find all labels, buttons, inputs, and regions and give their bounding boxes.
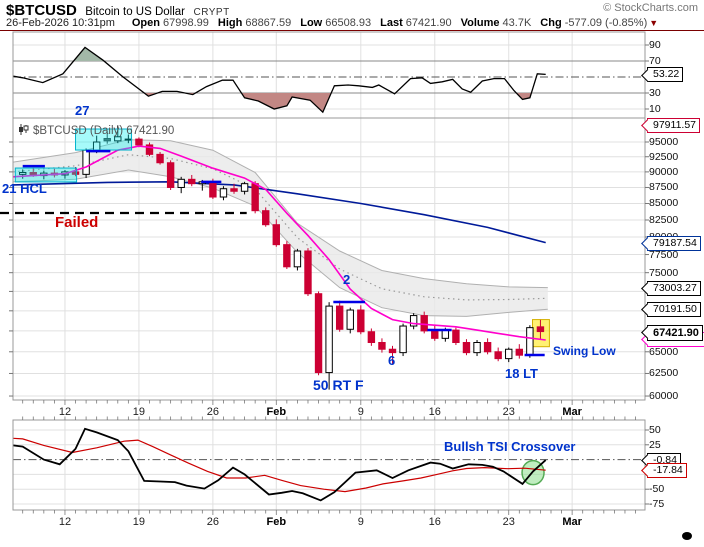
ticker-name: Bitcoin to US Dollar xyxy=(85,6,186,18)
candle-body xyxy=(240,183,249,192)
tsi-panel-border xyxy=(12,419,646,511)
quote-field-label: Low xyxy=(300,17,323,29)
candle-body xyxy=(526,327,534,356)
candle-body xyxy=(431,330,439,339)
cyan-highlight-box xyxy=(75,128,133,151)
quote-field-value: 68867.59 xyxy=(245,17,292,29)
candle-body xyxy=(82,149,90,175)
candle-body xyxy=(325,305,333,374)
watermark-dot xyxy=(682,532,692,540)
quote-field-value: 67998.99 xyxy=(162,17,209,29)
candle-body xyxy=(230,188,238,192)
candle-body xyxy=(515,348,524,356)
candle-body xyxy=(409,315,418,327)
candle-body xyxy=(71,171,80,175)
rsi-series xyxy=(13,46,546,114)
ma50-line xyxy=(13,180,546,244)
candle-body xyxy=(346,309,354,330)
bollinger-band-fill xyxy=(13,139,548,317)
quote-datetime: 26-Feb-2026 10:31pm xyxy=(6,17,115,29)
change-down-arrow-icon: ▼ xyxy=(649,18,659,28)
tsi-series xyxy=(13,427,547,502)
candle-body xyxy=(262,210,270,226)
candle-body xyxy=(177,178,185,188)
candle-body xyxy=(283,244,291,268)
candle-body xyxy=(114,136,122,142)
quote-field-label: Open xyxy=(131,17,160,29)
candle-body xyxy=(536,326,545,333)
candle-body xyxy=(452,329,460,344)
quote-field-value: 67421.90 xyxy=(405,17,452,29)
quote-row: 26-Feb-2026 10:31pm Open 67998.99 High 68867… xyxy=(6,17,698,29)
rsi-line xyxy=(13,46,546,114)
candle-body xyxy=(505,348,513,360)
candle-body xyxy=(462,342,471,354)
candle-body xyxy=(441,329,450,339)
candle-body xyxy=(483,342,492,353)
ema-line xyxy=(13,145,546,341)
exchange-tag: CRYPT xyxy=(193,7,230,18)
header-row-1: © StockCharts.com $BTCUSD Bitcoin to US … xyxy=(6,2,698,20)
header-divider xyxy=(0,30,704,31)
copyright: © StockCharts.com xyxy=(603,2,698,14)
price-series xyxy=(13,125,550,390)
candle-body xyxy=(251,183,259,212)
candle-body xyxy=(19,172,27,175)
candle-body xyxy=(188,178,196,185)
candle-body xyxy=(494,351,502,360)
quote-fields: Open 67998.99 High 68867.59 Low 66508.93 Last 6… xyxy=(123,17,658,29)
quote-field-label: Chg xyxy=(540,17,562,29)
candle-body xyxy=(209,181,217,198)
candle-body xyxy=(103,138,111,142)
candle-body xyxy=(145,144,154,155)
candle-body xyxy=(357,309,365,333)
candle-body xyxy=(272,224,280,246)
candle-body xyxy=(166,162,175,188)
quote-field-label: High xyxy=(217,17,243,29)
ticker-symbol: $BTCUSD xyxy=(6,2,77,19)
candle-body xyxy=(378,342,386,350)
candle-body xyxy=(420,315,428,332)
rsi-oversold-fill xyxy=(13,93,546,113)
candle-body xyxy=(473,342,481,354)
candle-body xyxy=(156,153,164,164)
tsi-line xyxy=(13,427,547,502)
yellow-highlight-box xyxy=(532,319,550,348)
quote-field-value: 43.7K xyxy=(502,17,532,29)
candle-body xyxy=(335,305,344,330)
cyan-highlight-box xyxy=(14,167,78,183)
candle-body xyxy=(135,138,143,146)
tsi-signal-line xyxy=(13,437,546,493)
candle-body xyxy=(293,250,302,268)
candle-body xyxy=(314,293,323,374)
candle-body xyxy=(219,188,228,198)
candle-body xyxy=(399,325,407,354)
candle-body xyxy=(304,250,312,295)
quote-field-label: Volume xyxy=(460,17,500,29)
quote-field-label: Last xyxy=(380,17,403,29)
quote-field-value: -577.09 (-0.85%) xyxy=(564,17,648,29)
quote-field-value: 66508.93 xyxy=(325,17,372,29)
candle-body xyxy=(388,348,397,354)
candle-body xyxy=(367,331,376,344)
